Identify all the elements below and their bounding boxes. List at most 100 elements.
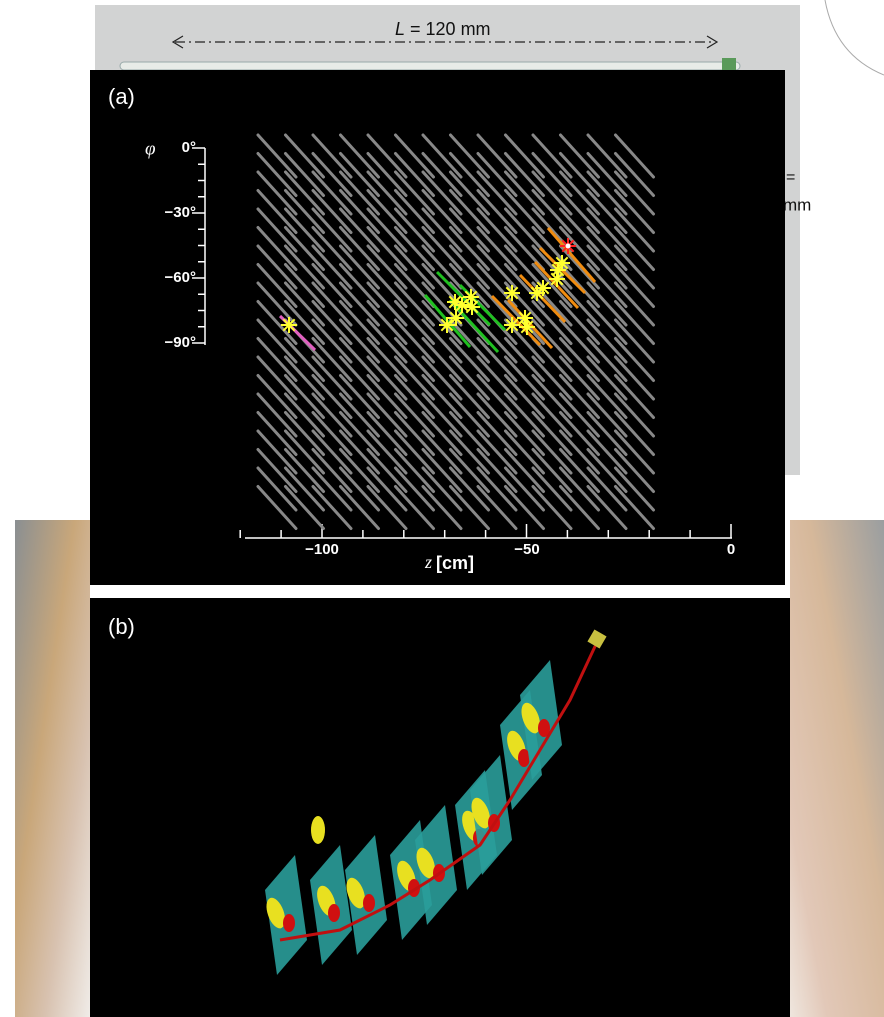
strip — [256, 485, 298, 530]
strip — [531, 300, 573, 345]
strip — [366, 374, 408, 419]
strip — [339, 337, 380, 382]
strip — [421, 189, 463, 234]
strip — [449, 170, 490, 216]
strip — [256, 355, 298, 401]
strip — [449, 318, 490, 364]
tick-label: 0° — [182, 139, 196, 156]
strip — [421, 448, 463, 493]
strip — [476, 263, 518, 308]
hit-star — [550, 272, 564, 286]
strip — [531, 355, 573, 401]
strip — [339, 429, 380, 475]
strip — [559, 170, 600, 216]
strip — [421, 318, 463, 364]
strip — [394, 226, 435, 271]
strip — [531, 448, 573, 493]
strip — [476, 411, 518, 456]
panel-b — [90, 598, 790, 1017]
strip — [504, 337, 545, 382]
strip — [504, 133, 545, 179]
strip — [586, 355, 628, 401]
strip — [421, 466, 463, 512]
strip — [421, 374, 463, 419]
plane — [345, 835, 387, 955]
strip — [284, 448, 325, 493]
strip — [559, 133, 600, 179]
strip — [531, 244, 573, 290]
strip — [421, 207, 463, 253]
strip — [256, 133, 298, 179]
strip — [311, 170, 353, 216]
strip — [284, 226, 325, 271]
strip — [256, 152, 298, 197]
strip — [311, 392, 353, 438]
strip — [449, 448, 490, 493]
strip — [586, 374, 628, 419]
strip — [449, 374, 490, 419]
strip — [449, 263, 490, 308]
strip — [449, 133, 490, 179]
strip — [284, 485, 325, 530]
strip — [339, 374, 380, 419]
strip — [311, 429, 353, 475]
strip — [311, 318, 353, 364]
strip — [284, 133, 325, 179]
value: = 120 mm — [405, 19, 491, 39]
strip — [284, 189, 325, 234]
hit-star — [464, 290, 478, 304]
strip — [394, 244, 435, 290]
strip — [284, 411, 325, 456]
strip — [339, 466, 380, 512]
tick-label: −50 — [514, 541, 539, 558]
tick-label: −100 — [305, 541, 339, 558]
strip — [559, 448, 600, 493]
strip — [366, 337, 408, 382]
strip — [256, 392, 298, 438]
strip — [366, 355, 408, 401]
strip — [366, 392, 408, 438]
strip — [586, 170, 628, 216]
length-label: L = 120 mm — [395, 19, 491, 39]
strip — [476, 392, 518, 438]
strip — [476, 337, 518, 382]
strip — [531, 392, 573, 438]
strip — [504, 207, 545, 253]
strip — [504, 429, 545, 475]
strip — [394, 429, 435, 475]
side-label: mm — [783, 195, 811, 214]
strip — [586, 300, 628, 345]
strip — [394, 392, 435, 438]
strip — [339, 133, 380, 179]
strip — [421, 355, 463, 401]
hit-cluster — [363, 894, 375, 912]
strip — [614, 244, 655, 290]
strip — [559, 226, 600, 271]
strip — [284, 244, 325, 290]
strip — [559, 318, 600, 364]
strip — [311, 411, 353, 456]
tube — [119, 61, 741, 71]
strip — [366, 300, 408, 345]
strip — [531, 466, 573, 512]
strip — [614, 485, 655, 530]
strip — [449, 226, 490, 271]
circle-edge — [824, 0, 884, 76]
hit-star — [505, 286, 519, 300]
strip — [394, 411, 435, 456]
strip — [394, 300, 435, 345]
hit-star — [440, 318, 454, 332]
strip — [311, 485, 353, 530]
strip — [339, 355, 380, 401]
strip — [504, 170, 545, 216]
strip — [586, 189, 628, 234]
strip — [284, 392, 325, 438]
strip — [394, 485, 435, 530]
strip — [614, 226, 655, 271]
strip — [311, 263, 353, 308]
arrow-heads — [171, 35, 719, 49]
axis-label: φ — [145, 138, 156, 159]
strip — [476, 374, 518, 419]
strip — [421, 300, 463, 345]
strip — [284, 374, 325, 419]
